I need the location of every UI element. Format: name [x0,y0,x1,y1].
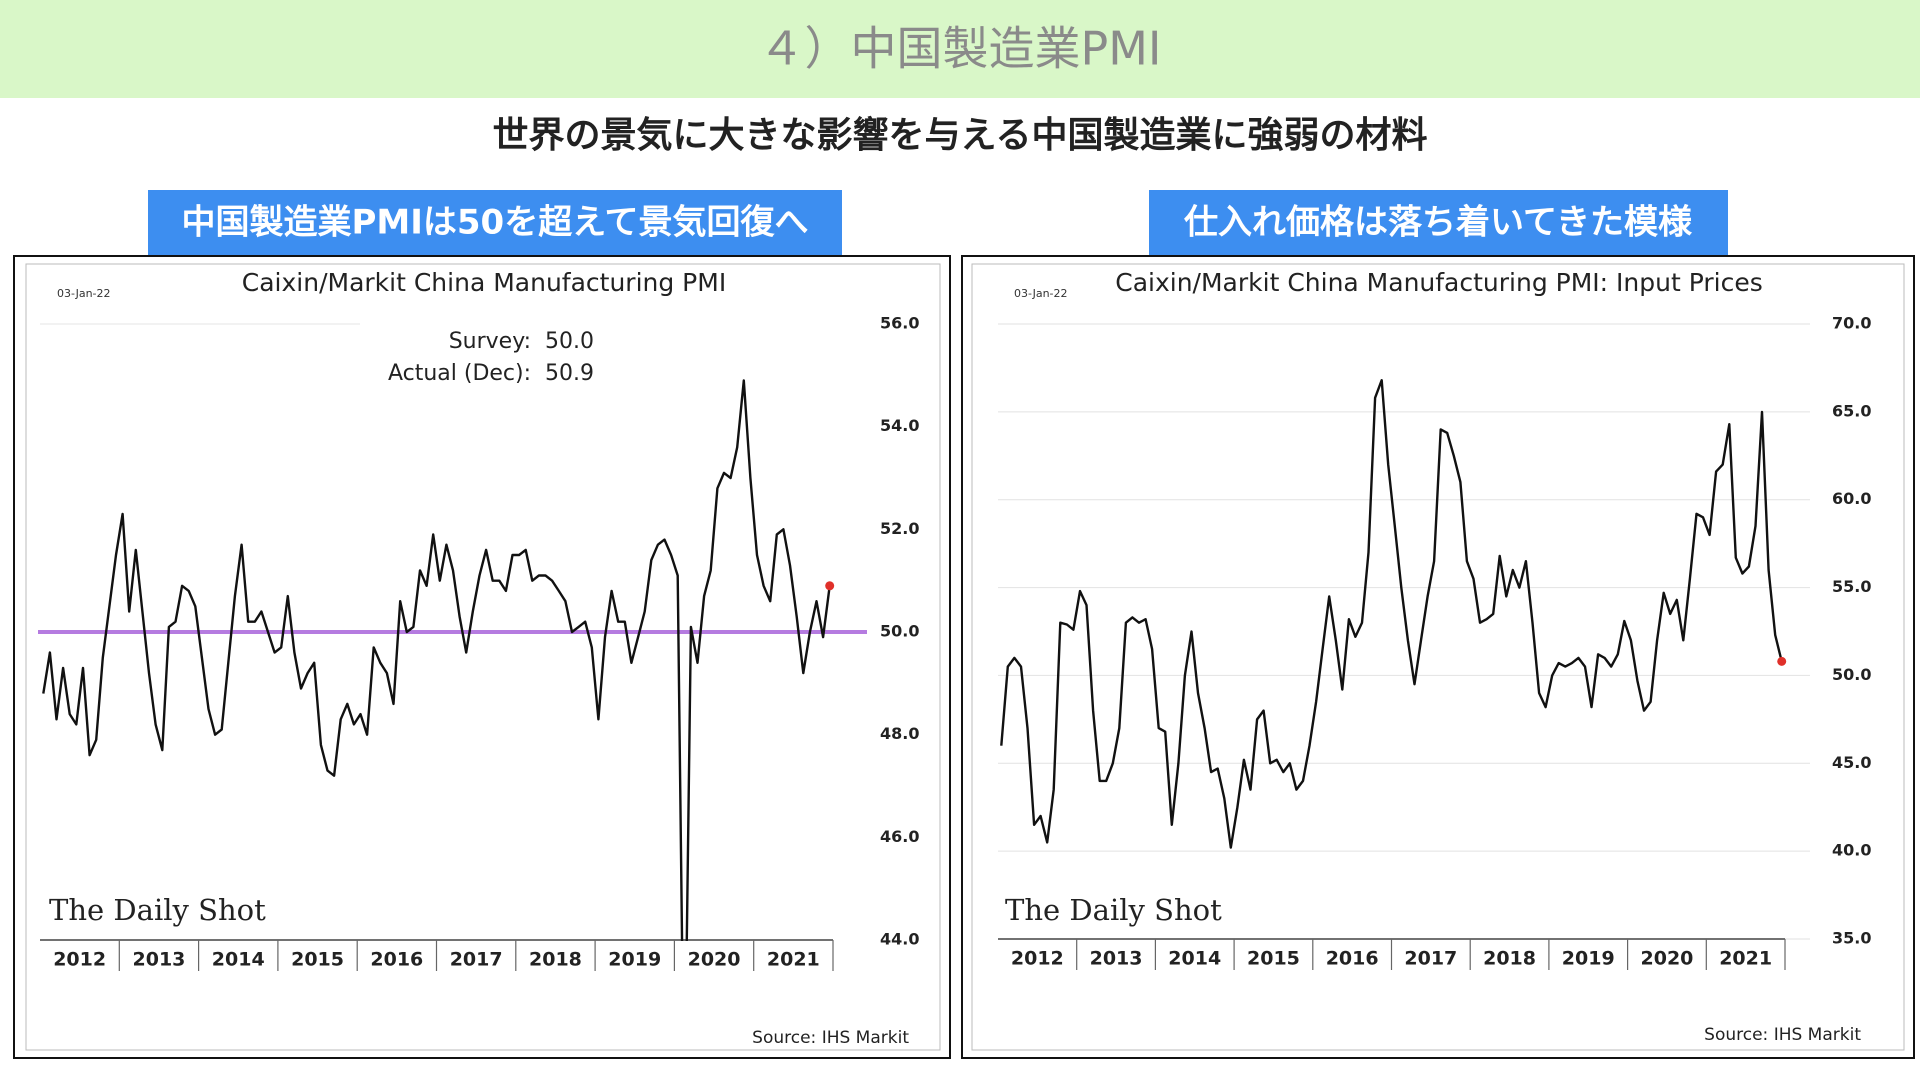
chart-frame [971,263,1905,1051]
panel-label-box [1149,190,1728,255]
x-tick-label: 2019 [608,949,661,971]
panel-label-box [148,190,842,255]
annotation: Actual (Dec): 50.9 [388,361,594,386]
y-tick-label: 40.0 [1832,841,1871,860]
plot-area [1000,379,1783,849]
x-tick-label: 2016 [1326,948,1379,970]
y-tick-label: 44.0 [880,930,919,949]
x-tick-label: 2018 [529,949,582,971]
x-tick-label: 2015 [1247,948,1300,970]
y-tick-label: 56.0 [880,314,919,333]
header-band [0,0,1920,98]
chart-panel [961,255,1915,1059]
y-tick-label: 45.0 [1832,753,1871,772]
chart-panel [13,255,951,1059]
x-tick-label: 2021 [767,949,820,971]
x-tick-label: 2017 [450,949,503,971]
panel-label: 仕入れ価格は落ち着いてきた模様 [1184,203,1693,243]
data-line [42,379,831,941]
chart-frame [25,263,941,1051]
data-line [1000,379,1783,849]
brand: The Daily Shot [49,893,266,927]
brand: The Daily Shot [1005,893,1222,927]
y-tick-label: 52.0 [880,519,919,538]
y-tick-label: 60.0 [1832,489,1871,508]
y-tick-label: 50.0 [880,622,919,641]
x-tick-label: 2013 [133,949,186,971]
x-tick-label: 2015 [291,949,344,971]
x-tick-label: 2018 [1483,948,1536,970]
slide-subtitle: 世界の景気に大きな影響を与える中国製造業に強弱の材料 [493,114,1428,156]
y-tick-label: 65.0 [1832,401,1871,420]
annotation: Survey: 50.0 [449,329,594,354]
x-tick-label: 2014 [212,949,265,971]
y-tick-label: 35.0 [1832,929,1871,948]
panel-label: 中国製造業PMIは50を超えて景気回復へ [181,203,808,243]
y-tick-label: 70.0 [1832,314,1871,333]
x-tick-label: 2014 [1168,948,1221,970]
chart-date: 03-Jan-22 [57,287,111,300]
y-tick-label: 50.0 [1832,665,1871,684]
x-tick-label: 2013 [1090,948,1143,970]
x-tick-label: 2012 [53,949,106,971]
x-tick-label: 2012 [1011,948,1064,970]
end-marker [825,581,835,591]
source: Source: IHS Markit [1704,1025,1861,1045]
x-tick-label: 2021 [1719,948,1772,970]
x-tick-label: 2016 [370,949,423,971]
plot-area [42,379,831,941]
x-tick-label: 2017 [1404,948,1457,970]
y-tick-label: 46.0 [880,827,919,846]
x-tick-label: 2020 [688,949,741,971]
y-tick-label: 55.0 [1832,577,1871,596]
chart-title: Caixin/Markit China Manufacturing PMI [242,268,726,297]
slide-title: ４）中国製造業PMI [759,22,1162,76]
x-tick-label: 2019 [1562,948,1615,970]
source: Source: IHS Markit [752,1028,909,1048]
y-tick-label: 48.0 [880,724,919,743]
y-tick-label: 54.0 [880,416,919,435]
chart-date: 03-Jan-22 [1014,287,1068,300]
chart-title: Caixin/Markit China Manufacturing PMI: I… [1115,268,1763,297]
x-tick-label: 2020 [1641,948,1694,970]
end-marker [1777,656,1787,666]
